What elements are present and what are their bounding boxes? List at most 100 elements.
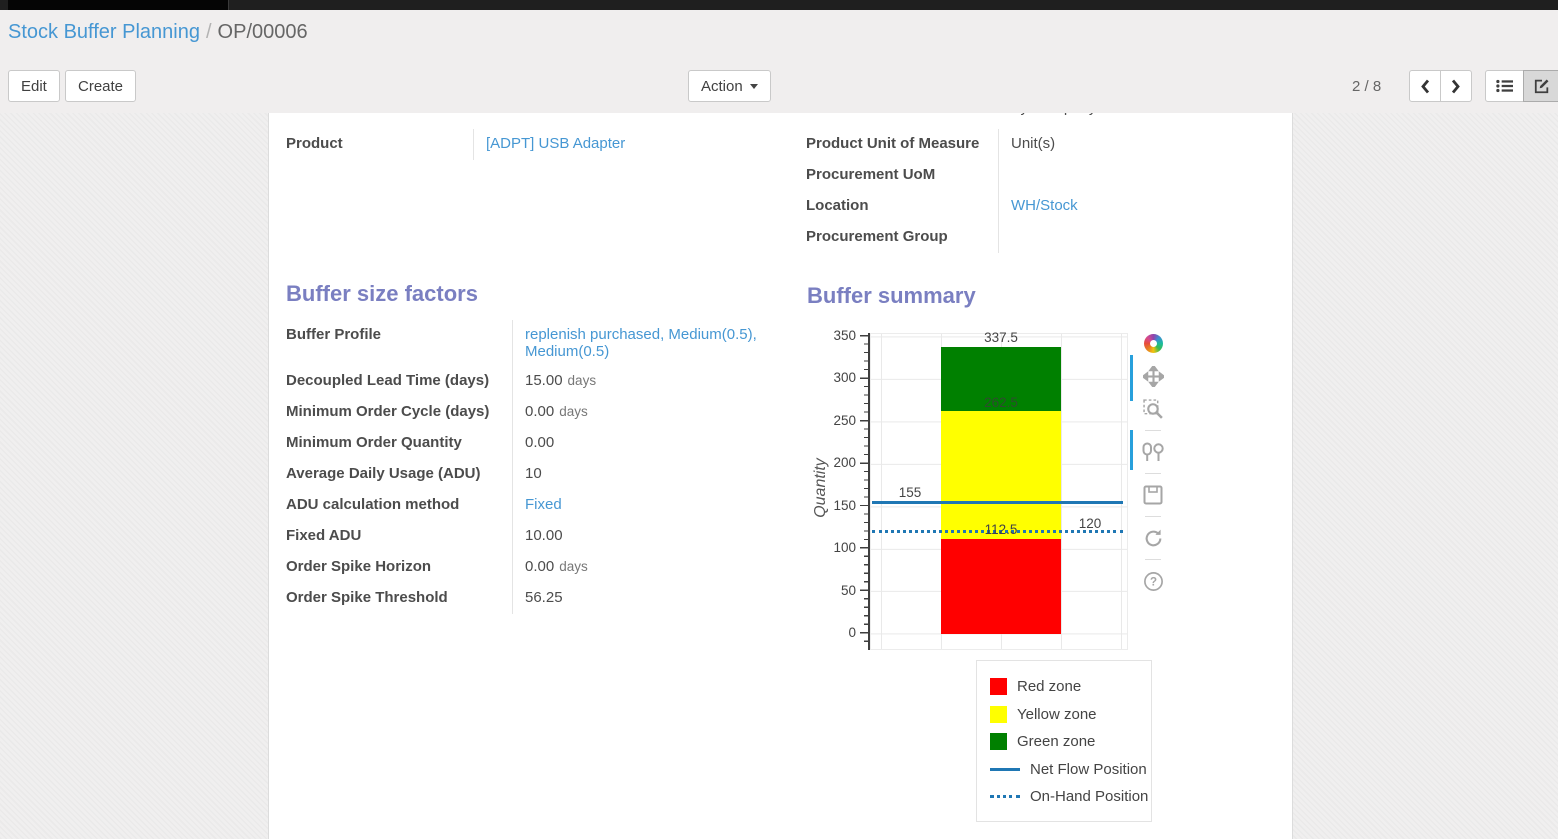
- field-value-procurement-group: [998, 222, 1274, 253]
- modebar-separator: [1145, 559, 1161, 560]
- chevron-right-icon: [1451, 79, 1460, 93]
- save-snapshot-icon[interactable]: [1141, 483, 1165, 507]
- field-label-product-uom: Product Unit of Measure: [806, 135, 980, 152]
- edit-button[interactable]: Edit: [8, 70, 60, 102]
- pager-buttons: [1409, 70, 1472, 102]
- dotted-line-swatch: [990, 795, 1020, 799]
- red-swatch: [990, 678, 1007, 696]
- field-value-spike-threshold: 56.25: [512, 583, 794, 614]
- y-axis-minor-ticks: [864, 335, 868, 643]
- pan-icon[interactable]: [1141, 364, 1165, 388]
- product-value-link[interactable]: [ADPT] USB Adapter: [486, 135, 626, 152]
- field-value-buffer-profile-link[interactable]: replenish purchased, Medium(0.5), Medium…: [525, 326, 757, 360]
- section-title-buffer-summary: Buffer summary: [807, 283, 976, 308]
- field-label-spike-threshold: Order Spike Threshold: [286, 589, 448, 606]
- legend-label: Green zone: [1017, 733, 1096, 751]
- field-label-moq: Minimum Order Quantity: [286, 434, 462, 451]
- field-label-location: Location: [806, 197, 869, 214]
- modebar-active-indicator: [1130, 355, 1133, 401]
- field-value-moq: 0.00: [512, 428, 794, 459]
- field-unit-spike-horizon: days: [559, 559, 588, 574]
- company-value-clipped: My Company: [1008, 113, 1096, 116]
- view-switcher: [1485, 70, 1558, 102]
- form-view-button[interactable]: [1523, 70, 1558, 102]
- field-value-min-order-cycle: 0.00: [525, 403, 555, 420]
- yellow-zone-bar: [941, 411, 1061, 539]
- plot-area: 337.5 262.5 112.5 155 120: [870, 330, 1128, 650]
- breadcrumb-separator: /: [205, 21, 212, 43]
- legend-item-on-hand[interactable]: On-Hand Position: [990, 783, 1151, 811]
- field-unit-min-order-cycle: days: [559, 404, 588, 419]
- list-icon: [1496, 79, 1513, 93]
- field-label-min-order-cycle: Minimum Order Cycle (days): [286, 403, 490, 420]
- breadcrumb: Stock Buffer Planning / OP/00006: [8, 21, 308, 44]
- field-label-fixed-adu: Fixed ADU: [286, 527, 362, 544]
- label-net-flow: 155: [898, 485, 922, 500]
- product-label: Product: [286, 135, 343, 152]
- field-label-adu-method: ADU calculation method: [286, 496, 460, 513]
- yellow-swatch: [990, 705, 1007, 723]
- legend-item-green-zone[interactable]: Green zone: [990, 728, 1151, 756]
- ytick-200: 200: [833, 455, 856, 471]
- label-green-top: 337.5: [984, 330, 1018, 345]
- legend-label: Red zone: [1017, 678, 1082, 696]
- edit-form-icon: [1534, 79, 1549, 94]
- label-on-hand: 120: [1078, 516, 1102, 531]
- label-green-yellow-boundary: 262.5: [984, 395, 1018, 410]
- chart-legend: Red zone Yellow zone Green zone Net Flow…: [976, 660, 1152, 822]
- field-value-location-link[interactable]: WH/Stock: [1011, 197, 1078, 214]
- breadcrumb-current: OP/00006: [217, 21, 308, 43]
- field-value-adu-method-link[interactable]: Fixed: [525, 496, 562, 513]
- solid-line-swatch: [990, 767, 1020, 771]
- field-value-product-uom: Unit(s): [998, 129, 1274, 160]
- zoom-box-icon[interactable]: [1141, 397, 1165, 421]
- chevron-left-icon: [1421, 79, 1430, 93]
- field-value-dlt: 15.00: [525, 372, 563, 389]
- form-sheet: My Company Product [ADPT] USB Adapter Pr…: [268, 113, 1293, 839]
- view-area: My Company Product [ADPT] USB Adapter Pr…: [0, 113, 1558, 839]
- field-label-buffer-profile: Buffer Profile: [286, 326, 382, 343]
- list-view-button[interactable]: [1485, 70, 1524, 102]
- plotly-modebar: ?: [1136, 331, 1170, 593]
- y-axis-line: [868, 333, 870, 650]
- field-value-fixed-adu: 10.00: [512, 521, 794, 552]
- help-icon[interactable]: ?: [1141, 569, 1165, 593]
- ytick-350: 350: [833, 327, 856, 343]
- pager-next-button[interactable]: [1440, 70, 1472, 102]
- create-button[interactable]: Create: [65, 70, 137, 102]
- red-zone-bar: [941, 538, 1061, 634]
- chevron-down-icon: [749, 83, 758, 89]
- field-label-procurement-group: Procurement Group: [806, 228, 948, 245]
- compare-hover-icon[interactable]: [1141, 440, 1165, 464]
- legend-item-net-flow[interactable]: Net Flow Position: [990, 756, 1151, 784]
- action-dropdown-button[interactable]: Action: [688, 70, 771, 102]
- legend-item-red-zone[interactable]: Red zone: [990, 673, 1151, 701]
- reset-axes-icon[interactable]: [1141, 526, 1165, 550]
- buffer-factors-table: Buffer Profile replenish purchased, Medi…: [286, 320, 794, 614]
- label-red-yellow-boundary: 112.5: [984, 522, 1018, 537]
- buffer-summary-chart: Quantity 0 50 100 150 200 250 300 350 33…: [812, 323, 1284, 828]
- modebar-separator: [1145, 516, 1161, 517]
- ytick-250: 250: [833, 412, 856, 428]
- uom-location-group: Product Unit of Measure Unit(s) Procurem…: [806, 129, 1274, 253]
- pager-previous-button[interactable]: [1409, 70, 1441, 102]
- legend-item-yellow-zone[interactable]: Yellow zone: [990, 701, 1151, 729]
- green-zone-bar: [941, 347, 1061, 411]
- field-label-spike-horizon: Order Spike Horizon: [286, 558, 432, 575]
- breadcrumb-parent-link[interactable]: Stock Buffer Planning: [8, 21, 200, 43]
- product-group: Product [ADPT] USB Adapter: [286, 129, 714, 160]
- ytick-50: 50: [840, 582, 856, 598]
- ytick-100: 100: [833, 540, 856, 555]
- field-value-procurement-uom: [998, 160, 1274, 191]
- top-navbar: [0, 0, 1558, 10]
- pager-counter: 2 / 8: [1352, 77, 1382, 95]
- legend-label: Net Flow Position: [1030, 760, 1147, 778]
- field-label-dlt: Decoupled Lead Time (days): [286, 372, 490, 389]
- ytick-150: 150: [833, 497, 856, 513]
- navbar-active-app[interactable]: [8, 0, 229, 10]
- on-hand-position-line: [872, 530, 1123, 533]
- modebar-active-indicator: [1130, 430, 1133, 470]
- control-panel: Stock Buffer Planning / OP/00006 Edit Crea…: [0, 10, 1558, 113]
- section-title-buffer-size-factors: Buffer size factors: [286, 281, 478, 306]
- plotly-logo-icon[interactable]: [1141, 331, 1165, 355]
